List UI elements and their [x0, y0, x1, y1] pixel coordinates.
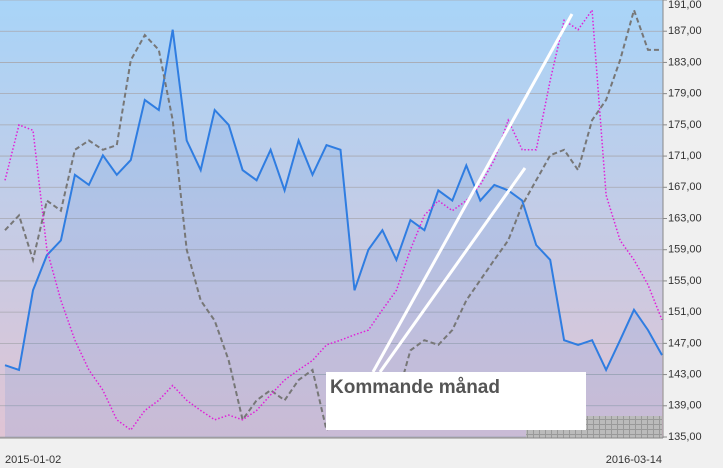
y-tick-label: 163,00 — [668, 212, 702, 224]
y-tick-label: 143,00 — [668, 368, 702, 380]
y-tick-label: 175,00 — [668, 119, 702, 131]
y-tick-label: 171,00 — [668, 150, 702, 162]
y-tick-label: 159,00 — [668, 244, 702, 256]
area — [5, 29, 662, 437]
y-tick-label: 167,00 — [668, 181, 702, 193]
plot-area — [0, 0, 663, 438]
x-tick-label: 2016-03-14 — [606, 454, 662, 466]
annotation: Kommande månad — [330, 377, 500, 398]
y-tick-label: 151,00 — [668, 306, 702, 318]
y-tick-label: 155,00 — [668, 275, 702, 287]
y-tick-label: 147,00 — [668, 337, 702, 349]
y-tick-label: 135,00 — [668, 431, 702, 443]
x-tick-label: 2015-01-02 — [5, 454, 61, 466]
arrow-line — [378, 167, 527, 373]
y-tick-label: 183,00 — [668, 56, 702, 68]
y-tick-label: 187,00 — [668, 25, 702, 37]
line — [4, 7, 663, 432]
y-tick-label: 179,00 — [668, 88, 702, 100]
y-tick-label: 139,00 — [668, 400, 702, 412]
y-tick-label: 191,00 — [668, 0, 702, 11]
line — [4, 29, 663, 373]
annotation-box — [326, 372, 586, 430]
arrow-line — [371, 13, 574, 373]
